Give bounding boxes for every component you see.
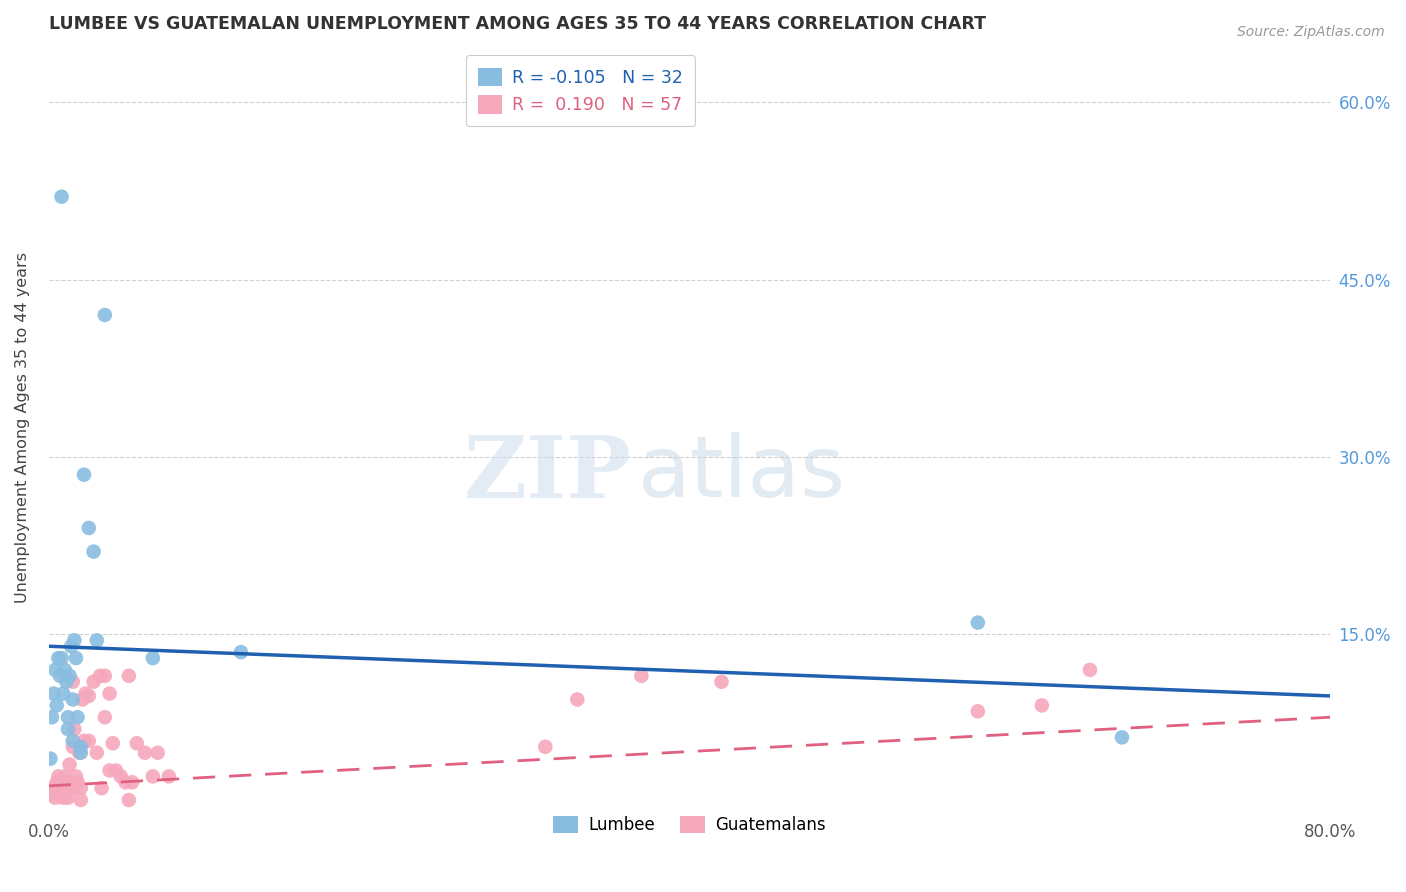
- Point: [45, 698, 67, 713]
- Point: [98, 764, 121, 778]
- Point: [51, 190, 73, 204]
- Point: [66, 775, 89, 789]
- Point: [41, 710, 63, 724]
- Point: [1111, 731, 1133, 745]
- Point: [83, 544, 105, 558]
- Point: [73, 734, 96, 748]
- Point: [121, 775, 143, 789]
- Point: [567, 692, 589, 706]
- Point: [118, 793, 141, 807]
- Point: [105, 764, 128, 778]
- Legend: Lumbee, Guatemalans: Lumbee, Guatemalans: [541, 805, 838, 846]
- Point: [142, 769, 165, 783]
- Point: [52, 687, 75, 701]
- Point: [41, 781, 63, 796]
- Point: [53, 769, 76, 783]
- Point: [134, 746, 156, 760]
- Point: [67, 746, 90, 760]
- Point: [86, 633, 108, 648]
- Point: [94, 308, 117, 322]
- Point: [62, 734, 84, 748]
- Text: LUMBEE VS GUATEMALAN UNEMPLOYMENT AMONG AGES 35 TO 44 YEARS CORRELATION CHART: LUMBEE VS GUATEMALAN UNEMPLOYMENT AMONG …: [49, 15, 986, 33]
- Point: [48, 651, 70, 665]
- Point: [157, 769, 180, 783]
- Point: [42, 687, 65, 701]
- Point: [69, 793, 91, 807]
- Point: [63, 722, 86, 736]
- Point: [125, 736, 148, 750]
- Point: [62, 692, 84, 706]
- Point: [75, 687, 97, 701]
- Point: [142, 651, 165, 665]
- Point: [51, 651, 73, 665]
- Text: ZIP: ZIP: [464, 432, 631, 516]
- Point: [101, 736, 124, 750]
- Point: [118, 669, 141, 683]
- Point: [60, 639, 83, 653]
- Point: [65, 769, 87, 783]
- Point: [65, 651, 87, 665]
- Point: [534, 739, 557, 754]
- Point: [44, 663, 66, 677]
- Point: [62, 781, 84, 796]
- Point: [966, 615, 988, 630]
- Point: [966, 704, 988, 718]
- Point: [710, 674, 733, 689]
- Point: [48, 769, 70, 783]
- Point: [53, 663, 76, 677]
- Point: [56, 722, 79, 736]
- Point: [55, 775, 77, 789]
- Point: [39, 787, 62, 801]
- Point: [86, 746, 108, 760]
- Point: [94, 710, 117, 724]
- Point: [98, 687, 121, 701]
- Point: [69, 739, 91, 754]
- Point: [1078, 663, 1101, 677]
- Point: [52, 790, 75, 805]
- Point: [69, 746, 91, 760]
- Point: [49, 783, 72, 797]
- Point: [63, 633, 86, 648]
- Point: [146, 746, 169, 760]
- Point: [77, 734, 100, 748]
- Point: [45, 775, 67, 789]
- Point: [114, 775, 136, 789]
- Point: [66, 710, 89, 724]
- Text: Source: ZipAtlas.com: Source: ZipAtlas.com: [1237, 25, 1385, 39]
- Point: [56, 781, 79, 796]
- Text: atlas: atlas: [638, 432, 846, 515]
- Point: [49, 669, 72, 683]
- Point: [51, 783, 73, 797]
- Y-axis label: Unemployment Among Ages 35 to 44 years: Unemployment Among Ages 35 to 44 years: [15, 252, 30, 603]
- Point: [229, 645, 252, 659]
- Point: [58, 757, 80, 772]
- Point: [73, 467, 96, 482]
- Point: [83, 674, 105, 689]
- Point: [56, 710, 79, 724]
- Point: [60, 775, 83, 789]
- Point: [630, 669, 652, 683]
- Point: [62, 674, 84, 689]
- Point: [55, 674, 77, 689]
- Point: [42, 787, 65, 801]
- Point: [77, 521, 100, 535]
- Point: [39, 751, 62, 765]
- Point: [58, 669, 80, 683]
- Point: [89, 669, 111, 683]
- Point: [62, 739, 84, 754]
- Point: [110, 769, 132, 783]
- Point: [69, 781, 91, 796]
- Point: [72, 692, 94, 706]
- Point: [56, 790, 79, 805]
- Point: [53, 787, 76, 801]
- Point: [44, 790, 66, 805]
- Point: [77, 689, 100, 703]
- Point: [90, 781, 112, 796]
- Point: [1031, 698, 1053, 713]
- Point: [94, 669, 117, 683]
